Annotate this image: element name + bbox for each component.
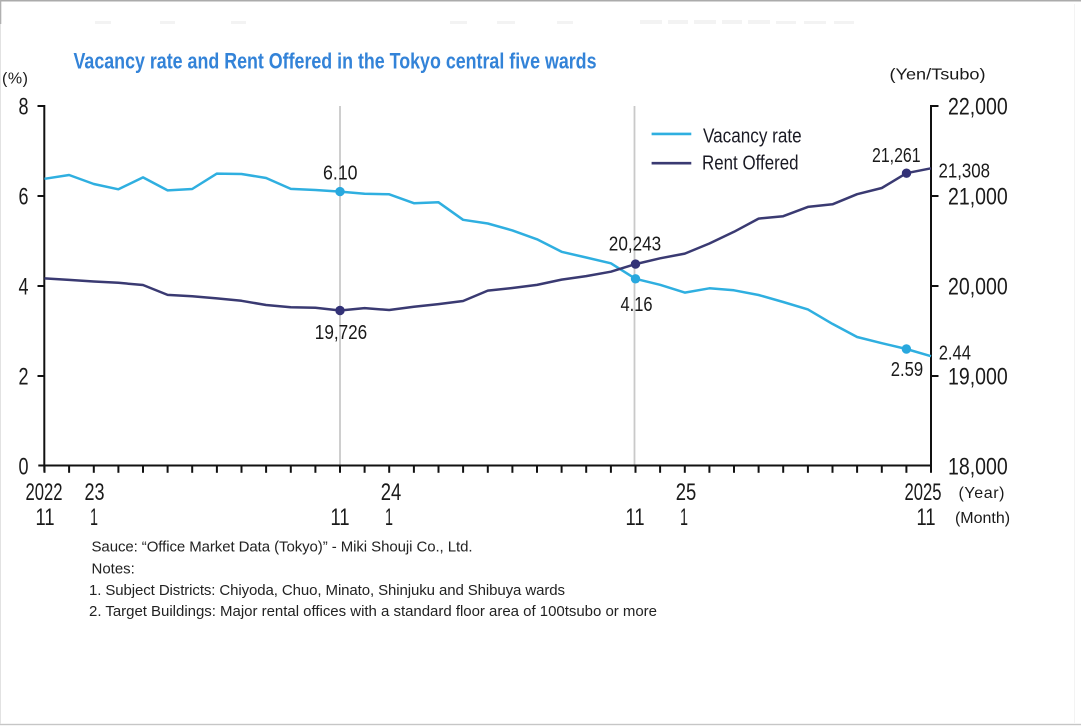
svg-text:21,308: 21,308 — [939, 160, 991, 182]
svg-text:11: 11 — [917, 504, 936, 531]
svg-text:19,726: 19,726 — [315, 322, 367, 344]
svg-text:24: 24 — [381, 479, 402, 506]
svg-text:4: 4 — [19, 274, 29, 301]
svg-text:2.44: 2.44 — [939, 343, 971, 365]
svg-text:Notes:: Notes: — [92, 561, 135, 578]
svg-text:19,000: 19,000 — [948, 364, 1008, 391]
svg-text:18,000: 18,000 — [948, 454, 1008, 481]
svg-text:21,261: 21,261 — [872, 145, 921, 167]
svg-text:Sauce: “Office Market Data (To: Sauce: “Office Market Data (Tokyo)” - Mi… — [92, 539, 473, 556]
svg-text:2: 2 — [19, 364, 29, 391]
svg-text:20,243: 20,243 — [609, 234, 661, 256]
svg-text:8: 8 — [19, 94, 29, 121]
svg-text:21,000: 21,000 — [948, 184, 1008, 211]
svg-text:(Month): (Month) — [955, 510, 1010, 527]
svg-text:2.59: 2.59 — [891, 359, 923, 381]
svg-text:2022: 2022 — [26, 479, 63, 506]
svg-text:1: 1 — [90, 504, 98, 531]
svg-text:6.10: 6.10 — [323, 162, 358, 184]
svg-text:Vacancy rate: Vacancy rate — [703, 126, 802, 148]
svg-text:11: 11 — [626, 504, 645, 531]
svg-text:4.16: 4.16 — [621, 294, 653, 316]
svg-text:Vacancy rate and Rent Offered: Vacancy rate and Rent Offered in the Tok… — [74, 49, 597, 74]
svg-text:(Year): (Year) — [959, 485, 1005, 502]
svg-text:2025: 2025 — [905, 479, 942, 506]
svg-text:25: 25 — [676, 479, 697, 506]
svg-text:2. Target Buildings: Major ren: 2. Target Buildings: Major rental office… — [89, 603, 657, 620]
svg-text:Rent Offered: Rent Offered — [702, 153, 799, 175]
svg-text:22,000: 22,000 — [948, 94, 1008, 121]
svg-text:6: 6 — [19, 184, 29, 211]
svg-text:0: 0 — [19, 454, 29, 481]
svg-text:11: 11 — [36, 504, 55, 531]
svg-text:20,000: 20,000 — [948, 274, 1008, 301]
svg-text:1: 1 — [680, 504, 688, 531]
svg-text:(Yen/Tsubo): (Yen/Tsubo) — [890, 67, 986, 84]
svg-text:1: 1 — [385, 504, 393, 531]
svg-text:(%): (%) — [2, 71, 28, 88]
svg-text:1. Subject Districts: Chiyoda,: 1. Subject Districts: Chiyoda, Chuo, Min… — [89, 582, 565, 599]
svg-text:23: 23 — [85, 479, 105, 506]
svg-text:11: 11 — [331, 504, 350, 531]
